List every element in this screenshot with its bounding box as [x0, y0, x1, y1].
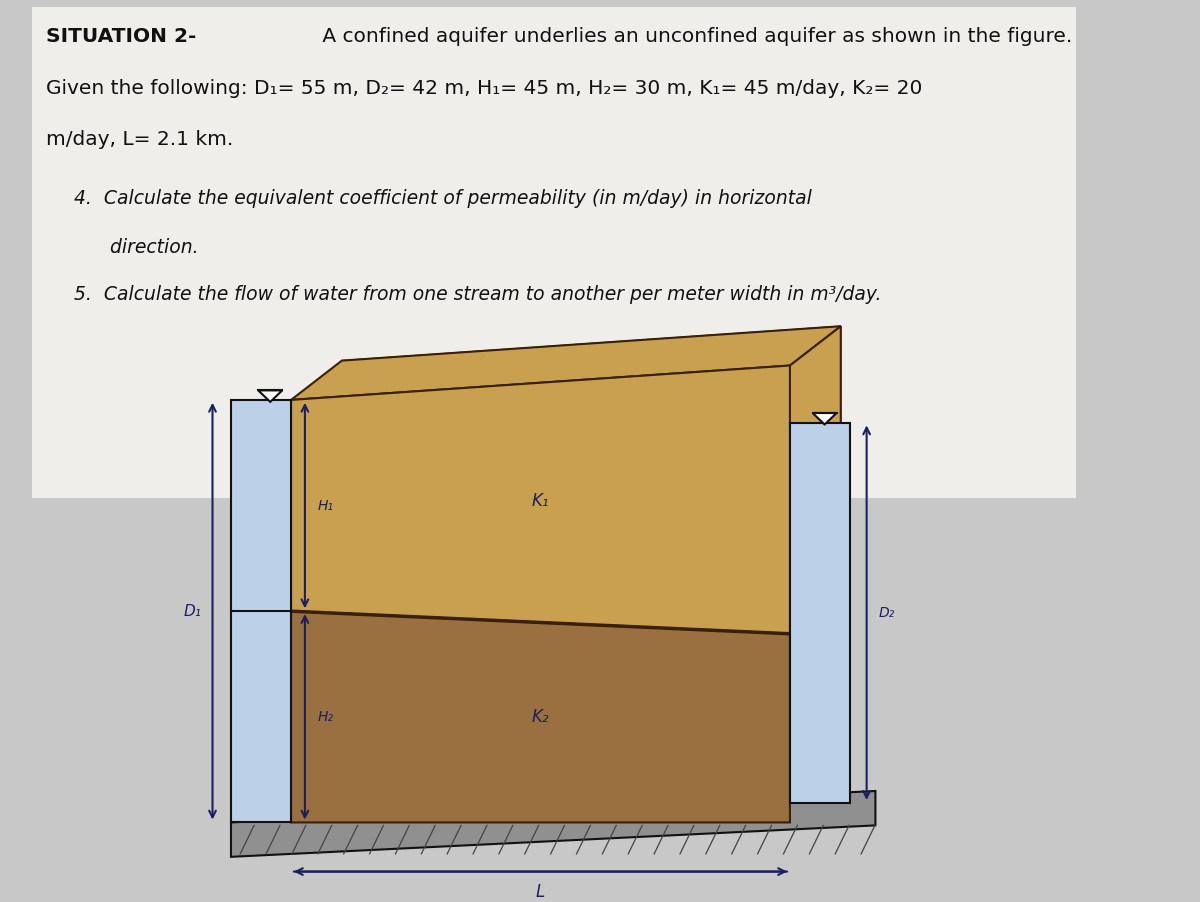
Text: 5.  Calculate the flow of water from one stream to another per meter width in m³: 5. Calculate the flow of water from one …: [74, 285, 882, 304]
Polygon shape: [292, 365, 790, 634]
Polygon shape: [258, 391, 282, 402]
Text: direction.: direction.: [74, 238, 198, 257]
Polygon shape: [812, 413, 836, 425]
Text: Given the following: D₁= 55 m, D₂= 42 m, H₁= 45 m, H₂= 30 m, K₁= 45 m/day, K₂= 2: Given the following: D₁= 55 m, D₂= 42 m,…: [46, 78, 923, 97]
Polygon shape: [292, 327, 841, 400]
Text: K₁: K₁: [532, 492, 550, 510]
Text: H₂: H₂: [317, 710, 334, 723]
Text: D₁: D₁: [184, 603, 202, 619]
Polygon shape: [342, 572, 841, 783]
Text: L: L: [536, 883, 545, 901]
Text: H₁: H₁: [317, 499, 334, 512]
Polygon shape: [230, 791, 876, 857]
FancyBboxPatch shape: [230, 400, 292, 823]
Text: A confined aquifer underlies an unconfined aquifer as shown in the figure.: A confined aquifer underlies an unconfin…: [316, 26, 1073, 45]
FancyBboxPatch shape: [790, 422, 850, 803]
Polygon shape: [790, 594, 841, 823]
Polygon shape: [790, 327, 841, 634]
Text: D₂: D₂: [878, 605, 895, 620]
Polygon shape: [342, 327, 841, 594]
Polygon shape: [292, 612, 790, 823]
Text: K₂: K₂: [532, 708, 550, 726]
Text: 4.  Calculate the equivalent coefficient of permeability (in m/day) in horizonta: 4. Calculate the equivalent coefficient …: [74, 189, 811, 207]
Text: SITUATION 2-: SITUATION 2-: [46, 26, 197, 45]
FancyBboxPatch shape: [32, 7, 1076, 498]
Text: m/day, L= 2.1 km.: m/day, L= 2.1 km.: [46, 130, 234, 149]
